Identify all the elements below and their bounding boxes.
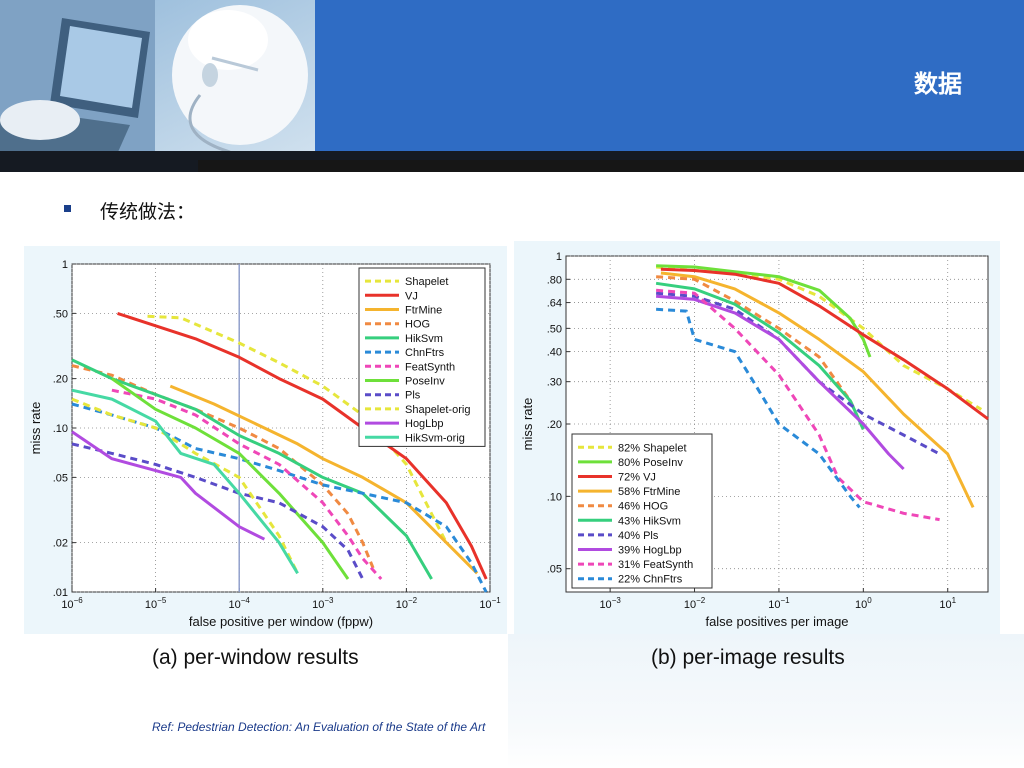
legend-entry: 39% HogLbp: [618, 545, 682, 557]
series-line: [71, 430, 266, 541]
y-tick-label: .50: [547, 323, 562, 335]
y-tick-label: .10: [53, 423, 68, 435]
legend-entry: HikSvm-orig: [405, 432, 465, 444]
y-tick-label: .50: [53, 308, 68, 320]
x-tick-label: 10−5: [145, 596, 167, 611]
y-tick-label: .20: [547, 419, 562, 431]
series-line: [71, 388, 299, 575]
series-line: [111, 388, 383, 581]
bullet-square-icon: [64, 205, 71, 212]
x-tick-label: 10−1: [768, 596, 790, 611]
legend-entry: 72% VJ: [618, 472, 656, 484]
series-line: [111, 377, 350, 580]
y-tick-label: .01: [53, 587, 68, 599]
y-tick-label: .20: [53, 374, 68, 386]
bullet-text: 传统做法：: [100, 201, 196, 223]
slide-title: 数据: [914, 70, 962, 98]
x-tick-label: 10−1: [479, 596, 501, 611]
legend-entry: VJ: [405, 290, 418, 302]
y-tick-label: .40: [547, 347, 562, 359]
y-axis-label: miss rate: [520, 398, 535, 451]
y-tick-label: 1: [556, 251, 562, 263]
y-tick-label: .05: [53, 472, 68, 484]
series-line: [169, 384, 479, 575]
legend-entry: FtrMine: [405, 305, 442, 317]
legend-entry: 80% PoseInv: [618, 457, 683, 469]
reference-citation: Ref: Pedestrian Detection: An Evaluation…: [152, 720, 486, 734]
series-line: [655, 294, 905, 471]
x-tick-label: 10−2: [396, 596, 418, 611]
y-tick-label: .10: [547, 491, 562, 503]
series-line: [655, 275, 865, 431]
x-tick-label: 101: [939, 596, 956, 611]
legend-entry: 43% HikSvm: [618, 515, 681, 527]
series-line: [71, 364, 375, 569]
y-axis-label: miss rate: [28, 402, 43, 455]
series-line: [655, 288, 940, 522]
caption-per-window: (a) per-window results: [152, 646, 359, 669]
x-tick-label: 10−2: [684, 596, 706, 611]
legend-box: [358, 267, 486, 447]
caption-per-image: (b) per-image results: [651, 646, 845, 669]
header-divider-step: [198, 160, 1024, 172]
legend-entry: ChnFtrs: [405, 347, 445, 359]
legend-entry: HikSvm: [405, 333, 443, 345]
y-tick-label: .64: [547, 298, 562, 310]
x-tick-label: 10−3: [312, 596, 334, 611]
legend-entry: Pls: [405, 390, 421, 402]
series-line: [656, 307, 861, 509]
per-window-chart: 10−6 10−5 10−4 10−3 10−2 10−1.01.02.05.10.20.…: [28, 259, 501, 629]
per-image-chart: 10−3 10−2 10−1 100 101 .05 .10 .20 .30 .40 .50 .64.…: [520, 251, 989, 629]
legend-entry: 22% ChnFtrs: [618, 574, 683, 586]
chart-panel-per-image: 10−3 10−2 10−1 100 101 .05 .10 .20 .30 .40 .50 .64.…: [514, 241, 1000, 634]
legend-entry: 82% Shapelet: [618, 442, 687, 454]
series-line: [71, 397, 299, 574]
legend-entry: 40% Pls: [618, 530, 659, 542]
header-banner: 数据: [0, 0, 1024, 160]
y-tick-label: .02: [53, 538, 68, 550]
legend-entry: 58% FtrMine: [618, 486, 680, 498]
legend-entry: Shapelet-orig: [405, 404, 470, 416]
y-tick-label: .80: [547, 274, 562, 286]
chart-panel-per-window: 10−6 10−5 10−4 10−3 10−2 10−1.01.02.05.10.20.…: [24, 246, 507, 634]
legend-entry: Shapelet: [405, 276, 448, 288]
legend-entry: PoseInv: [405, 376, 445, 388]
legend-entry: HOG: [405, 319, 430, 331]
y-tick-label: .05: [547, 564, 562, 576]
legend-box: [571, 433, 713, 589]
series-line: [71, 402, 488, 593]
legend-entry: 31% FeatSynth: [618, 559, 693, 571]
y-tick-label: .30: [547, 377, 562, 389]
legend-entry: 46% HOG: [618, 501, 668, 513]
x-tick-label: 10−3: [599, 596, 621, 611]
x-tick-label: 100: [855, 596, 872, 611]
chart-captions: (a) per-window results (b) per-image res…: [152, 646, 845, 669]
series-line: [117, 311, 488, 580]
y-tick-label: 1: [62, 259, 68, 271]
x-axis-label: false positive per window (fppw): [189, 614, 373, 629]
series-line: [660, 267, 989, 421]
series-line: [655, 281, 865, 431]
decorative-background: [508, 634, 1024, 768]
series-line: [71, 358, 433, 580]
series-line: [656, 264, 872, 358]
legend-entry: FeatSynth: [405, 361, 455, 373]
series-line: [660, 271, 975, 509]
x-tick-label: 10−4: [229, 596, 251, 611]
legend-entry: HogLbp: [405, 418, 444, 430]
computer-mouse-photo: [0, 0, 315, 152]
x-axis-label: false positives per image: [705, 614, 848, 629]
